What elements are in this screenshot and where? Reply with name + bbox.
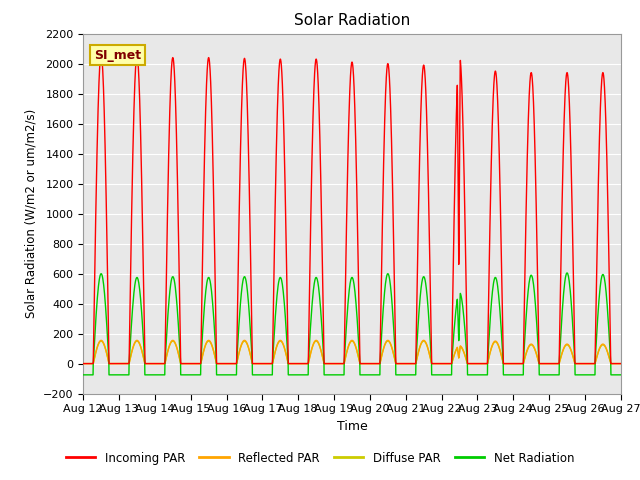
Y-axis label: Solar Radiation (W/m2 or um/m2/s): Solar Radiation (W/m2 or um/m2/s) xyxy=(24,109,37,318)
Legend: Incoming PAR, Reflected PAR, Diffuse PAR, Net Radiation: Incoming PAR, Reflected PAR, Diffuse PAR… xyxy=(61,447,579,469)
X-axis label: Time: Time xyxy=(337,420,367,432)
Title: Solar Radiation: Solar Radiation xyxy=(294,13,410,28)
Text: SI_met: SI_met xyxy=(94,48,141,62)
